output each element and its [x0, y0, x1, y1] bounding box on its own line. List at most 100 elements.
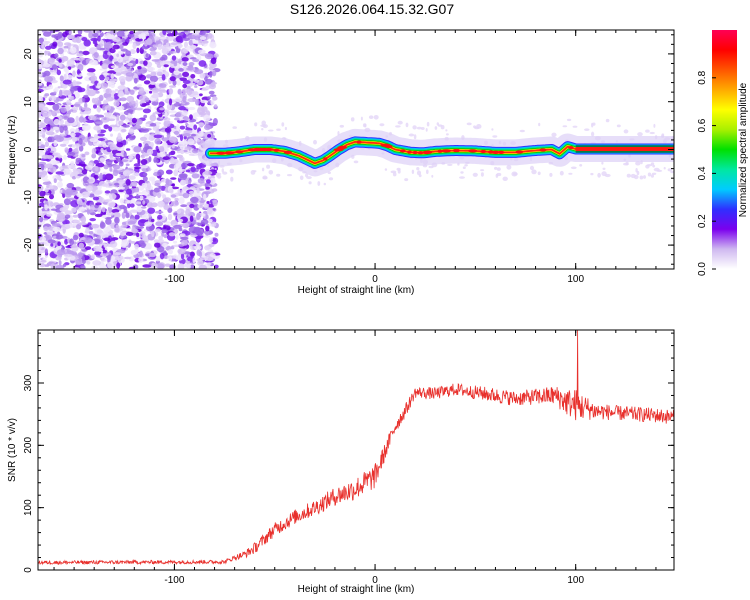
noise-blob [69, 215, 73, 222]
noise-blob [134, 214, 140, 220]
noise-blob [97, 235, 101, 240]
noise-speck [623, 129, 629, 134]
noise-blob [92, 260, 102, 266]
noise-blob [60, 134, 67, 137]
noise-speck [646, 164, 653, 167]
noise-blob [204, 245, 211, 251]
noise-blob [40, 260, 47, 263]
noise-blob [59, 75, 64, 82]
noise-blob [190, 166, 196, 173]
noise-blob [94, 213, 103, 218]
noise-blob [170, 42, 178, 46]
noise-blob [106, 212, 115, 216]
noise-blob [159, 57, 166, 61]
noise-blob [193, 124, 198, 130]
noise-blob [57, 86, 61, 89]
noise-blob [182, 80, 191, 84]
noise-blob [141, 213, 149, 221]
noise-blob [122, 206, 128, 210]
noise-blob [170, 194, 177, 198]
ridge-hotspot [417, 151, 424, 155]
noise-speck [214, 167, 217, 171]
colorbar-ticks: 0.0 0.2 0.4 0.6 0.8 [697, 70, 716, 276]
noise-blob [197, 178, 205, 184]
noise-blob [104, 38, 111, 43]
noise-blob [108, 125, 113, 132]
noise-blob [180, 240, 188, 246]
noise-blob [160, 150, 166, 158]
noise-blob [71, 136, 78, 143]
noise-blob [126, 200, 131, 204]
noise-blob [64, 191, 72, 198]
noise-blob [163, 234, 168, 239]
noise-speck [425, 127, 428, 132]
noise-blob [179, 120, 189, 123]
noise-blob [177, 263, 185, 269]
noise-blob [187, 65, 193, 68]
noise-speck [276, 128, 281, 131]
noise-blob [40, 164, 45, 171]
noise-blob [145, 32, 150, 37]
noise-blob [156, 63, 162, 68]
noise-blob [109, 143, 113, 151]
noise-blob [72, 222, 78, 227]
noise-speck [426, 169, 429, 175]
noise-speck [605, 118, 610, 123]
noise-blob [95, 248, 102, 252]
noise-blob [194, 69, 204, 75]
noise-blob [214, 104, 218, 108]
noise-speck [368, 115, 374, 119]
noise-blob [119, 51, 124, 55]
noise-blob [43, 70, 51, 77]
noise-blob [57, 176, 62, 181]
noise-blob [83, 39, 91, 47]
noise-speck [261, 167, 265, 172]
noise-blob [38, 242, 41, 245]
noise-blob [119, 231, 127, 237]
noise-blob [128, 128, 135, 134]
noise-blob [205, 214, 209, 220]
noise-blob [38, 37, 44, 44]
noise-blob [38, 184, 42, 187]
noise-blob [179, 156, 185, 163]
noise-blob [191, 173, 200, 179]
noise-blob [70, 95, 75, 101]
noise-blob [63, 155, 67, 160]
noise-blob [142, 140, 151, 145]
noise-blob [92, 183, 100, 186]
noise-blob [127, 202, 131, 209]
noise-speck [262, 124, 268, 129]
noise-blob [83, 94, 89, 98]
noise-speck [353, 160, 359, 164]
noise-speck [649, 131, 655, 135]
noise-blob [149, 252, 156, 258]
noise-blob [212, 96, 218, 101]
noise-blob [123, 151, 127, 159]
noise-speck [395, 125, 401, 128]
noise-blob [152, 44, 157, 48]
noise-blob [157, 169, 165, 176]
noise-blob [74, 168, 82, 174]
noise-speck [549, 172, 553, 177]
noise-blob [195, 98, 200, 106]
noise-blob [56, 69, 61, 76]
noise-blob [168, 256, 173, 262]
spectrogram-xtick-label: 100 [567, 274, 584, 285]
noise-blob [183, 135, 187, 140]
noise-blob [122, 124, 130, 128]
noise-blob [203, 114, 211, 122]
noise-blob [194, 245, 202, 251]
noise-blob [155, 221, 164, 227]
noise-speck [317, 181, 321, 186]
noise-blob [210, 134, 215, 139]
noise-blob [106, 254, 113, 261]
noise-blob [76, 53, 84, 57]
noise-blob [77, 173, 84, 177]
snr-ytick-label: 200 [23, 437, 34, 454]
noise-blob [62, 189, 66, 194]
noise-blob [42, 40, 49, 46]
noise-speck [299, 175, 304, 181]
noise-blob [175, 112, 182, 118]
noise-blob [119, 97, 127, 102]
